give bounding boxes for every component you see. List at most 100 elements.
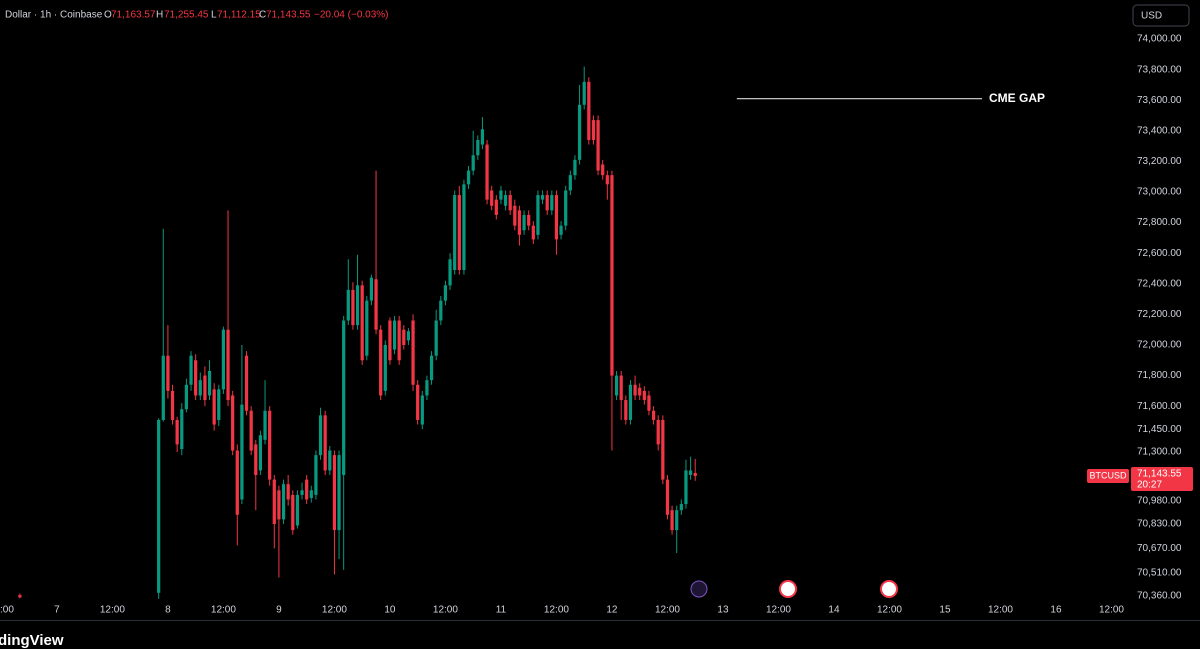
candle-body xyxy=(582,81,586,105)
countdown: 20:27 xyxy=(1137,480,1162,491)
candle-body xyxy=(161,355,165,420)
candle-body xyxy=(656,419,660,445)
candle-body xyxy=(628,384,633,420)
candle-body xyxy=(494,199,498,215)
candle-body xyxy=(268,410,272,480)
y-tick-label: 73,600.00 xyxy=(1137,95,1182,106)
candle-body xyxy=(688,470,693,476)
candle-body xyxy=(480,129,485,145)
x-tick-label: 14 xyxy=(828,605,840,616)
y-tick-label: 73,200.00 xyxy=(1137,156,1182,167)
candle-body xyxy=(342,320,346,476)
candle-body xyxy=(383,344,387,391)
x-tick-label: 15 xyxy=(939,605,951,616)
event-icon[interactable] xyxy=(880,580,898,598)
candle-body xyxy=(365,300,369,356)
candle-body xyxy=(170,390,175,420)
candle-body xyxy=(254,444,258,476)
candle-body xyxy=(388,320,392,361)
candle-body xyxy=(614,375,619,396)
y-tick-label: 72,800.00 xyxy=(1137,217,1182,228)
y-tick-label: 74,000.00 xyxy=(1137,34,1182,45)
candle-body xyxy=(235,450,239,515)
candle-body xyxy=(425,380,429,396)
candle-body xyxy=(392,320,397,350)
candle-body xyxy=(337,455,341,531)
candle-body xyxy=(476,139,480,156)
candle-body xyxy=(531,225,535,240)
candle-body xyxy=(587,81,591,140)
candle-body xyxy=(328,450,332,471)
event-icons xyxy=(690,580,898,598)
y-tick-label: 72,400.00 xyxy=(1137,278,1182,289)
candle-body xyxy=(346,289,350,321)
open-value: 71,163.57 xyxy=(111,10,156,21)
candle-body xyxy=(157,419,161,593)
candle-body xyxy=(665,479,670,515)
x-tick-label: 12:00 xyxy=(211,605,236,616)
currency-box[interactable] xyxy=(1132,4,1190,27)
candle-body xyxy=(443,285,448,301)
event-icon[interactable] xyxy=(779,580,797,598)
candle-body xyxy=(314,455,318,495)
candle-body xyxy=(457,195,461,271)
open-label: O xyxy=(104,10,112,21)
symbol-tag-box xyxy=(1087,469,1129,484)
y-tick-label: 72,200.00 xyxy=(1137,309,1182,320)
candles xyxy=(18,66,697,599)
candle-body xyxy=(360,285,364,361)
candle-body xyxy=(175,419,179,445)
candle-body xyxy=(420,395,424,425)
candle-body xyxy=(661,419,665,480)
x-tick-label: 12:00 xyxy=(433,605,458,616)
low-label: L xyxy=(211,10,217,21)
event-icon[interactable] xyxy=(690,580,708,598)
candle-body xyxy=(295,494,300,526)
candle-body xyxy=(545,195,549,211)
candle-body xyxy=(189,355,193,385)
y-tick-label: 70,360.00 xyxy=(1137,591,1182,602)
x-tick-label: 12:00 xyxy=(766,605,791,616)
y-tick-label: 70,670.00 xyxy=(1137,543,1182,554)
currency-button[interactable]: USD xyxy=(1132,4,1190,27)
candle-body xyxy=(513,205,517,226)
candle-body xyxy=(323,415,327,471)
candle-body xyxy=(633,384,637,396)
x-tick-label: 8 xyxy=(165,605,171,616)
candle-body xyxy=(453,195,457,271)
candle-body xyxy=(596,120,600,171)
candle-body xyxy=(568,175,572,191)
candle-body xyxy=(462,184,466,271)
x-tick-label: 12:00 xyxy=(1099,605,1124,616)
candle-body xyxy=(374,279,378,330)
x-tick-label: 12 xyxy=(606,605,618,616)
x-tick-label: 12:00 xyxy=(0,605,14,616)
candle-body xyxy=(180,409,184,450)
candle-body xyxy=(573,159,577,176)
candle-body xyxy=(642,390,646,401)
candle-body xyxy=(166,355,170,391)
candle-body xyxy=(281,484,286,520)
candle-body xyxy=(503,195,508,206)
candle-body xyxy=(499,190,503,200)
candle-body xyxy=(448,259,452,286)
candle-body xyxy=(291,494,295,531)
x-tick-label: 10 xyxy=(384,605,396,616)
candle-body xyxy=(194,360,198,396)
currency[interactable]: USD xyxy=(1141,11,1162,22)
x-tick-label: 12:00 xyxy=(988,605,1013,616)
close-value: 71,143.55 xyxy=(266,10,311,21)
candle-body xyxy=(416,384,420,420)
candle-body xyxy=(429,355,434,381)
candle-body xyxy=(277,490,281,520)
candle-body xyxy=(550,195,554,211)
candle-body xyxy=(318,415,323,456)
candle-body xyxy=(263,410,267,440)
candle-body xyxy=(272,479,276,524)
candle-body xyxy=(490,190,494,206)
x-tick-label: 12:00 xyxy=(322,605,347,616)
candle-body xyxy=(198,380,202,396)
candle-body xyxy=(217,389,221,420)
